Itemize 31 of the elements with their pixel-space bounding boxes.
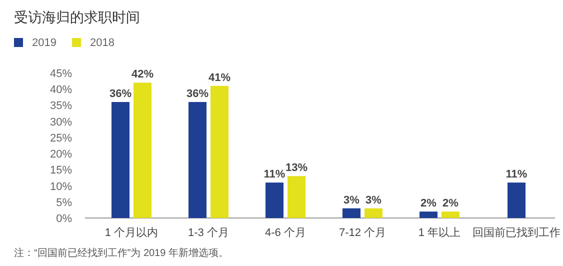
data-label: 2% (420, 198, 437, 210)
x-tick-label: 1-3 个月 (188, 227, 229, 239)
data-label: 36% (109, 88, 132, 100)
x-tick-label: 1 年以上 (418, 226, 461, 239)
y-tick-label: 35% (50, 100, 72, 112)
data-label: 2% (442, 198, 459, 210)
legend-label: 2018 (90, 37, 114, 49)
data-label: 11% (264, 168, 286, 181)
y-tick-label: 5% (56, 196, 72, 209)
x-tick-label: 4-6 个月 (265, 227, 306, 239)
y-tick-label: 45% (50, 68, 72, 80)
y-tick-label: 40% (50, 84, 72, 96)
data-label: 3% (344, 194, 360, 206)
x-tick-label: 7-12 个月 (338, 227, 386, 239)
y-tick-label: 10% (50, 180, 72, 193)
text: 注：“回国前已经找到工作”为 2019 年新增选项。 (14, 247, 228, 259)
data-label: 36% (186, 88, 209, 100)
y-tick-label: 25% (50, 132, 72, 144)
y-tick-label: 30% (50, 116, 72, 128)
data-label: 11% (506, 168, 528, 181)
y-tick-label: 20% (50, 148, 72, 161)
data-label: 42% (131, 68, 154, 81)
data-label: 41% (208, 72, 231, 84)
chart-title: 受访海归的求职时间 (14, 9, 140, 25)
data-label: 13% (285, 162, 308, 174)
x-tick-label: 1 个月以内 (104, 226, 158, 239)
y-tick-label: 15% (50, 164, 72, 177)
legend-label: 2019 (32, 37, 56, 49)
data-label: 3% (366, 194, 382, 206)
x-tick-label: 回国前已找到工作 (472, 226, 560, 239)
y-tick-label: 0% (56, 213, 72, 225)
